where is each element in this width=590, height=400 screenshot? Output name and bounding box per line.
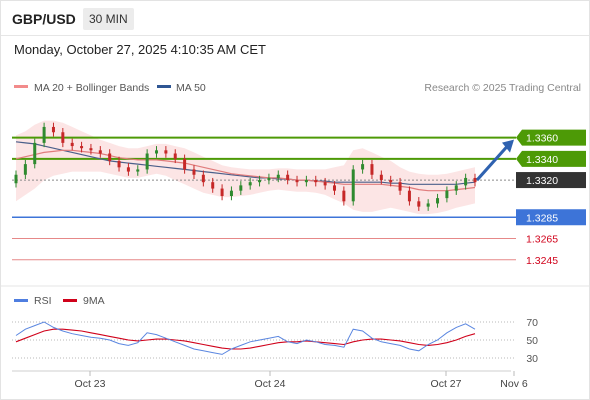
candle-body: [201, 174, 205, 183]
forecast-arrow-shaft: [475, 145, 509, 182]
candle-body: [248, 182, 252, 186]
candle-body: [239, 185, 243, 191]
candle-body: [23, 164, 27, 175]
ma-bb-legend: MA 20 + Bollinger Bands: [34, 82, 149, 94]
candle-body: [136, 169, 140, 172]
ma50-legend-swatch: [157, 85, 171, 88]
pivot-label: 1.3285: [526, 212, 558, 224]
resistance-label: 1.3360: [526, 133, 558, 145]
rsi-legend-swatch: [14, 299, 28, 302]
candle-body: [89, 148, 93, 151]
resistance-badge: [516, 129, 586, 146]
candle-body: [61, 132, 65, 143]
rsi-panel: 70 50 30: [12, 317, 538, 365]
chart-header: GBP/USD 30 MIN: [1, 1, 589, 36]
candle-body: [286, 174, 290, 181]
candle-body: [314, 180, 318, 183]
candle-body: [229, 190, 233, 196]
candle-body: [98, 150, 102, 154]
candle-body: [417, 201, 421, 207]
pivot-badge: [516, 209, 586, 226]
ma50-line: [15, 141, 476, 185]
ma20-line: [15, 149, 476, 192]
candle-body: [473, 177, 477, 183]
x-tick-label: Nov 6: [500, 378, 528, 390]
candle-body: [426, 203, 430, 207]
rsi-ma9-line: [15, 328, 476, 350]
rsi-level-label: 50: [526, 335, 538, 347]
rsi-line: [15, 321, 476, 355]
last-price-badge: [516, 172, 586, 189]
candle-body: [117, 160, 121, 168]
candle-body: [342, 190, 346, 202]
ma-bb-legend-swatch: [14, 85, 28, 88]
candle-body: [304, 180, 308, 183]
candle-body: [145, 153, 149, 170]
x-tick-label: Oct 27: [431, 378, 462, 390]
candle-body: [332, 185, 336, 191]
candle-body: [33, 142, 37, 165]
candle-body: [108, 153, 112, 161]
resistance-badge: [516, 150, 586, 167]
candle-body: [398, 182, 402, 191]
timestamp: Monday, October 27, 2025 4:10:35 AM CET: [14, 42, 266, 57]
candle-body: [164, 150, 168, 154]
candle-body: [155, 150, 159, 154]
rsi-level-label: 30: [526, 353, 538, 365]
candle-body: [80, 146, 84, 149]
candle-body: [445, 190, 449, 199]
candle-body: [295, 180, 299, 183]
candle-body: [323, 182, 327, 186]
candle-body: [351, 169, 355, 202]
symbol-label: GBP/USD: [12, 11, 76, 27]
price-panel: 1.3360 1.3340 1.3320 1.3285 1.3265 1.3245: [12, 120, 586, 267]
resistance-label: 1.3340: [526, 154, 558, 166]
candle-body: [379, 174, 383, 181]
ma9-legend-swatch: [63, 299, 77, 302]
candle-body: [361, 164, 365, 170]
x-tick-label: Oct 23: [75, 378, 106, 390]
candle-body: [14, 174, 18, 184]
candle-body: [258, 180, 262, 183]
candle-body: [192, 169, 196, 175]
candle-body: [454, 185, 458, 191]
candle-body: [436, 198, 440, 204]
candle-body: [220, 188, 224, 196]
candle-body: [267, 177, 271, 181]
candle-body: [51, 126, 55, 133]
ma9-legend: 9MA: [83, 295, 105, 307]
candle-body: [464, 177, 468, 186]
x-tick-label: Oct 24: [255, 378, 286, 390]
candle-body: [211, 182, 215, 189]
rsi-level-label: 70: [526, 317, 538, 329]
rsi-legend: RSI: [34, 295, 52, 307]
candle-body: [389, 180, 393, 183]
candle-body: [407, 190, 411, 202]
candle-body: [370, 164, 374, 175]
support-label: 1.3265: [526, 234, 558, 246]
candle-body: [70, 142, 74, 147]
credit-text: Research © 2025 Trading Central: [424, 82, 581, 94]
candle-body: [173, 153, 177, 159]
x-axis: Oct 23 Oct 24 Oct 27 Nov 6: [75, 371, 528, 390]
candle-body: [126, 167, 130, 172]
timeframe-button[interactable]: 30 MIN: [83, 8, 134, 30]
last-price-label: 1.3320: [526, 175, 558, 187]
candle-body: [276, 174, 280, 178]
bollinger-band-area: [16, 120, 475, 215]
forecast-arrow-head: [502, 139, 514, 153]
candle-body: [183, 158, 187, 170]
candle-body: [42, 126, 46, 143]
support-label: 1.3245: [526, 255, 558, 267]
ma50-legend: MA 50: [176, 82, 206, 94]
